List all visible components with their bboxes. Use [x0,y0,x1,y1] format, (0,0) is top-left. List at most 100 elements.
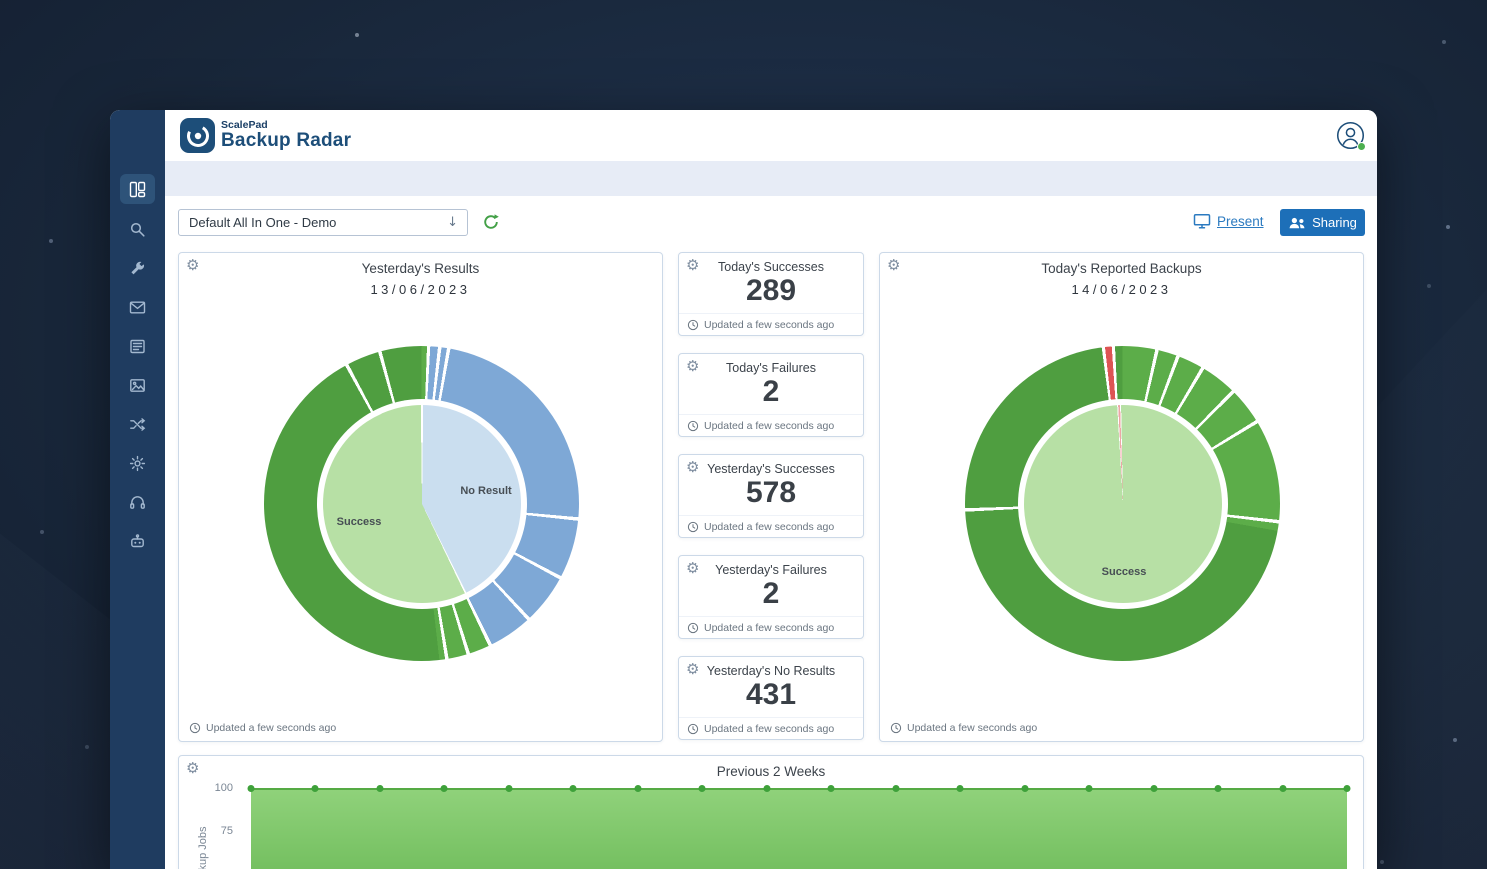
clock-icon [189,722,201,734]
previous-2-weeks-settings-icon[interactable]: ⚙ [186,759,200,777]
app-header: ScalePad Backup Radar [165,110,1377,161]
area-data-point [892,784,900,792]
user-icon [1336,121,1365,150]
todays-backups-donut[interactable]: Success [965,346,1280,661]
area-data-point [376,784,384,792]
monitor-icon [1193,212,1211,230]
backdrop-dots [49,239,53,243]
sidebar-item-mail[interactable] [120,292,155,322]
clock-icon [890,722,902,734]
area-data-point [1214,784,1222,792]
previous-2-weeks-card: ⚙ Previous 2 Weeks Backup Jobs 100 75 [178,755,1364,869]
wrench-icon [129,260,146,277]
dashboard-select[interactable]: Default All In One - Demo ↓ [178,209,468,236]
yesterdays-results-date: 13/06/2023 [370,282,471,297]
app-window: ScalePad Backup Radar Default All In One… [110,110,1377,869]
updated-text: Updated a few seconds ago [704,318,835,331]
todays-failures-card: ⚙ Today's Failures 2 Updated a few secon… [678,353,864,437]
area-data-point [1085,784,1093,792]
people-icon [1288,216,1306,230]
yesterdays-failures-card: ⚙ Yesterday's Failures 2 Updated a few s… [678,555,864,639]
todays-successes-settings-icon[interactable]: ⚙ [686,256,700,274]
area-data-point [311,784,319,792]
todays-backups-date: 14/06/2023 [1071,282,1172,297]
sidebar-item-search[interactable] [120,214,155,244]
product-name: Backup Radar [221,130,352,151]
clock-icon [687,521,699,533]
stat-value: 2 [762,375,780,408]
area-data-point [1279,784,1287,792]
todays-backups-settings-icon[interactable]: ⚙ [887,256,901,274]
yesterdays-no-results-settings-icon[interactable]: ⚙ [686,660,700,678]
area-data-point [569,784,577,792]
todays-successes-card: ⚙ Today's Successes 289 Updated a few se… [678,252,864,336]
stat-value: 431 [745,678,797,711]
sub-header-band [165,161,1377,196]
clock-icon [687,319,699,331]
area-data-point [956,784,964,792]
updated-status: Updated a few seconds ago [890,722,1037,734]
updated-text: Updated a few seconds ago [206,722,337,734]
clock-icon [687,420,699,432]
sidebar-item-settings[interactable] [120,448,155,478]
sidebar-item-tools[interactable] [120,253,155,283]
area-data-point [634,784,642,792]
sidebar-item-reports[interactable] [120,331,155,361]
stat-title: Yesterday's Successes [707,462,835,476]
todays-backups-inner-pie [1023,404,1222,603]
stat-title: Yesterday's Failures [715,563,827,577]
refresh-button[interactable] [482,213,500,231]
dashboard-icon [129,181,146,198]
yesterdays-successes-settings-icon[interactable]: ⚙ [686,458,700,476]
yesterdays-results-donut[interactable]: Success No Result [264,346,579,661]
backup-radar-logo-icon [180,118,215,153]
updated-status: Updated a few seconds ago [679,717,863,739]
yesterdays-results-card: ⚙ Yesterday's Results 13/06/2023 Success… [178,252,663,742]
refresh-icon [482,213,500,231]
yesterdays-successes-card: ⚙ Yesterday's Successes 578 Updated a fe… [678,454,864,538]
updated-status: Updated a few seconds ago [679,515,863,537]
sidebar-item-bot[interactable] [120,526,155,556]
sidebar-item-support[interactable] [120,487,155,517]
area-data-point [763,784,771,792]
user-avatar[interactable] [1336,121,1366,151]
yesterdays-failures-settings-icon[interactable]: ⚙ [686,559,700,577]
updated-status: Updated a few seconds ago [679,313,863,335]
updated-text: Updated a few seconds ago [704,419,835,432]
stat-value: 289 [745,274,797,307]
updated-status: Updated a few seconds ago [679,616,863,638]
area-data-point [505,784,513,792]
sidebar-item-dashboard[interactable] [120,174,155,204]
updated-text: Updated a few seconds ago [704,722,835,735]
sharing-button[interactable]: Sharing [1280,209,1365,236]
newspaper-icon [129,338,146,355]
todays-failures-settings-icon[interactable]: ⚙ [686,357,700,375]
area-data-point [1343,784,1351,792]
y-tick-75: 75 [220,825,233,837]
updated-text: Updated a few seconds ago [704,520,835,533]
online-status-dot [1357,142,1366,151]
mail-icon [129,299,146,316]
y-tick-100: 100 [214,782,233,794]
success-slice-label: Success [1101,566,1147,578]
success-slice-label: Success [336,516,382,528]
stat-title: Today's Successes [718,260,824,274]
no-result-slice-label: No Result [460,485,512,497]
sidebar [110,110,165,869]
area-data-point [1150,784,1158,792]
updated-status: Updated a few seconds ago [679,414,863,436]
sidebar-item-shuffle[interactable] [120,409,155,439]
yesterdays-results-title: Yesterday's Results [361,261,480,276]
stat-title: Yesterday's No Results [706,664,836,678]
area-data-point [247,784,255,792]
gear-icon [129,455,146,472]
updated-status: Updated a few seconds ago [189,722,336,734]
sidebar-item-media[interactable] [120,370,155,400]
todays-reported-backups-card: ⚙ Today's Reported Backups 14/06/2023 Su… [879,252,1364,742]
updated-text: Updated a few seconds ago [907,722,1038,734]
present-link[interactable]: Present [1193,212,1264,230]
stat-value: 578 [745,476,797,509]
area-data-point [698,784,706,792]
yesterdays-results-inner-pie [322,404,521,603]
yesterdays-results-settings-icon[interactable]: ⚙ [186,256,200,274]
